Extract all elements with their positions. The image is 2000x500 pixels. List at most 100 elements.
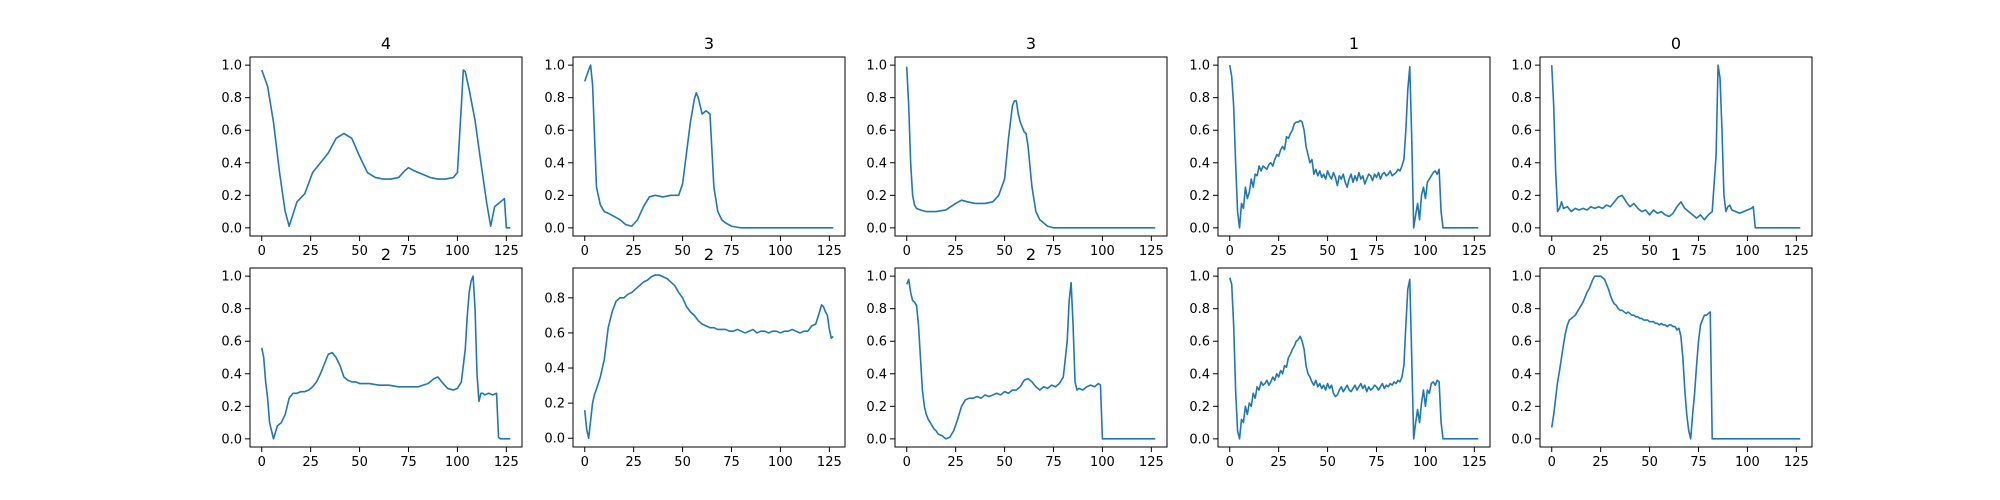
- y-tick-label: 1.0: [866, 59, 887, 74]
- x-tick-label: 125: [1462, 455, 1487, 470]
- y-tick-label: 0.0: [544, 221, 565, 236]
- x-tick-label: 50: [996, 455, 1013, 470]
- series-line: [583, 64, 834, 229]
- x-tick-label: 25: [947, 455, 964, 470]
- y-tick-label: 0.8: [221, 302, 242, 317]
- x-tick-label: 125: [1139, 455, 1164, 470]
- series-line: [1228, 277, 1479, 440]
- subplot-5: 0 0 25 50 75 100 125 0.0 0.2 0.4 0.6 0.8 1.0: [1511, 34, 1813, 259]
- y-tick-label: 0.8: [1189, 302, 1210, 317]
- y-tick-label: 0.0: [221, 432, 242, 447]
- x-tick-label: 125: [817, 244, 842, 259]
- y-tick-label: 0.4: [221, 156, 242, 171]
- y-tick-label: 0.0: [866, 221, 887, 236]
- y-tick-label: 0.6: [1189, 335, 1210, 350]
- x-tick-label: 100: [1090, 455, 1115, 470]
- series-line: [583, 274, 834, 440]
- axes-frame: [1539, 267, 1813, 448]
- subplot-4: 1 0 25 50 75 100 125 0.0 0.2 0.4 0.6 0.8 1.0: [1189, 34, 1491, 259]
- y-tick-label: 0.6: [221, 335, 242, 350]
- y-tick-label: 0.2: [1189, 400, 1210, 415]
- axes-frame: [1217, 267, 1491, 448]
- y-tick-label: 0.6: [1189, 124, 1210, 139]
- axes-frame: [572, 267, 846, 448]
- x-tick-label: 0: [1548, 455, 1556, 470]
- y-tick-label: 0.8: [544, 291, 565, 306]
- x-tick-label: 25: [947, 244, 964, 259]
- y-tick-label: 0.8: [1511, 91, 1532, 106]
- x-tick-label: 100: [1735, 244, 1760, 259]
- x-tick-label: 50: [996, 244, 1013, 259]
- y-tick-label: 1.0: [221, 59, 242, 74]
- x-tick-label: 25: [302, 455, 319, 470]
- x-tick-label: 50: [1641, 244, 1658, 259]
- subplot-10: 1 0 25 50 75 100 125 0.0 0.2 0.4 0.6 0.8 1.0: [1511, 245, 1813, 470]
- y-tick-label: 0.4: [221, 367, 242, 382]
- x-tick-label: 50: [1319, 455, 1336, 470]
- y-tick-label: 0.0: [1511, 432, 1532, 447]
- x-tick-label: 75: [400, 455, 417, 470]
- y-tick-label: 0.6: [1511, 124, 1532, 139]
- x-tick-label: 25: [1592, 244, 1609, 259]
- x-tick-label: 50: [674, 244, 691, 259]
- y-tick-label: 0.4: [544, 156, 565, 171]
- y-tick-label: 0.6: [221, 124, 242, 139]
- x-tick-label: 125: [817, 455, 842, 470]
- x-tick-label: 0: [258, 244, 266, 259]
- y-tick-label: 0.8: [1189, 91, 1210, 106]
- y-tick-label: 0.4: [866, 367, 887, 382]
- x-tick-label: 100: [768, 455, 793, 470]
- subplot-1: 4 0 25 50 75 100 125 0.0 0.2 0.4 0.6 0.8 1.0: [221, 34, 523, 259]
- x-tick-label: 100: [1413, 455, 1438, 470]
- x-tick-label: 125: [1784, 455, 1809, 470]
- subplot-title: 2: [704, 245, 714, 264]
- series-line: [905, 278, 1156, 440]
- y-tick-label: 1.0: [1511, 270, 1532, 285]
- y-tick-label: 1.0: [544, 59, 565, 74]
- y-tick-label: 0.2: [866, 400, 887, 415]
- y-tick-label: 0.8: [544, 91, 565, 106]
- x-tick-label: 100: [445, 455, 470, 470]
- y-tick-label: 0.4: [1189, 156, 1210, 171]
- x-tick-label: 75: [1368, 244, 1385, 259]
- y-tick-label: 0.2: [1511, 189, 1532, 204]
- x-tick-label: 50: [351, 244, 368, 259]
- subplot-3: 3 0 25 50 75 100 125 0.0 0.2 0.4 0.6 0.8 1.0: [866, 34, 1168, 259]
- subplot-title: 1: [1349, 34, 1359, 53]
- x-tick-label: 75: [400, 244, 417, 259]
- series-line: [260, 275, 511, 440]
- y-tick-label: 0.0: [221, 221, 242, 236]
- y-tick-label: 0.0: [1511, 221, 1532, 236]
- x-tick-label: 25: [1270, 244, 1287, 259]
- subplot-title: 2: [1026, 245, 1036, 264]
- x-tick-label: 125: [1784, 244, 1809, 259]
- y-tick-label: 0.8: [221, 91, 242, 106]
- y-tick-label: 0.0: [1189, 432, 1210, 447]
- series-line: [260, 69, 511, 229]
- x-tick-label: 0: [581, 244, 589, 259]
- x-tick-label: 50: [674, 455, 691, 470]
- x-tick-label: 75: [723, 455, 740, 470]
- y-tick-label: 0.2: [544, 397, 565, 412]
- x-tick-label: 100: [1735, 455, 1760, 470]
- x-tick-label: 100: [1090, 244, 1115, 259]
- x-tick-label: 75: [1045, 455, 1062, 470]
- x-tick-label: 75: [1690, 244, 1707, 259]
- axes-frame: [572, 56, 846, 237]
- x-tick-label: 50: [1641, 455, 1658, 470]
- x-tick-label: 0: [903, 455, 911, 470]
- x-tick-label: 125: [494, 455, 519, 470]
- x-tick-label: 75: [1690, 455, 1707, 470]
- x-tick-label: 125: [1462, 244, 1487, 259]
- x-tick-label: 100: [445, 244, 470, 259]
- y-tick-label: 0.2: [1189, 189, 1210, 204]
- x-tick-label: 75: [1045, 244, 1062, 259]
- subplot-9: 1 0 25 50 75 100 125 0.0 0.2 0.4 0.6 0.8 1.0: [1189, 245, 1491, 470]
- y-tick-label: 0.6: [544, 326, 565, 341]
- x-tick-label: 0: [1548, 244, 1556, 259]
- y-tick-label: 0.2: [221, 189, 242, 204]
- x-tick-label: 75: [1368, 455, 1385, 470]
- subplot-title: 1: [1349, 245, 1359, 264]
- x-tick-label: 125: [494, 244, 519, 259]
- y-tick-label: 0.2: [866, 189, 887, 204]
